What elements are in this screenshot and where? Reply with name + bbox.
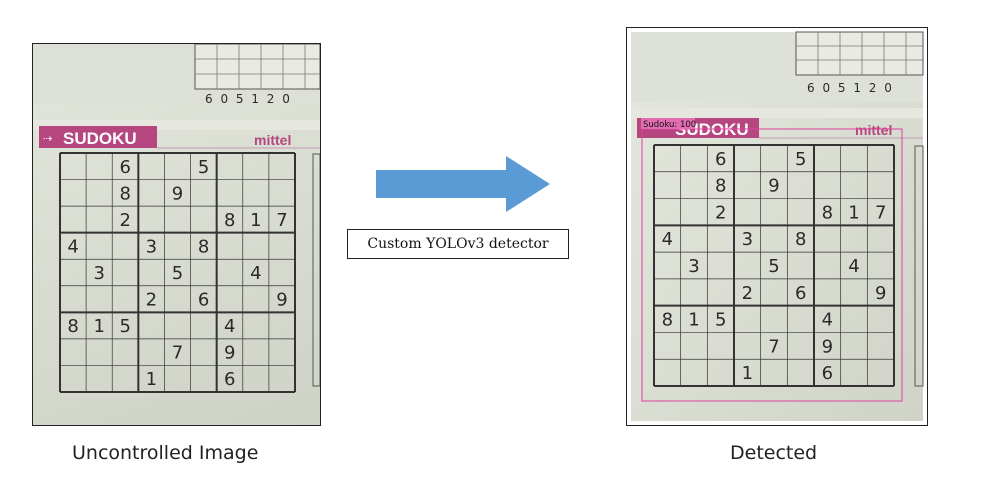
sudoku-digit: 8 <box>822 202 833 223</box>
sudoku-digit: 9 <box>768 176 779 197</box>
sudoku-digit: 6 <box>224 369 235 390</box>
brand-name: mittel <box>254 132 291 148</box>
sudoku-digit: 4 <box>848 256 859 277</box>
sudoku-digit: 7 <box>875 202 886 223</box>
sudoku-digit: 4 <box>250 263 261 284</box>
sudoku-digit: 9 <box>276 290 287 311</box>
sudoku-digit: 1 <box>688 310 699 331</box>
sudoku-digit: 6 <box>120 157 131 178</box>
detector-label: Custom YOLOv3 detector <box>347 229 569 259</box>
sudoku-digit: 9 <box>224 343 235 364</box>
detection-label: Sudoku: 100 <box>643 120 696 130</box>
sudoku-digit: 8 <box>224 210 235 231</box>
sudoku-digit: 3 <box>688 256 699 277</box>
sudoku-digit: 5 <box>120 316 131 337</box>
top-digits: 6 0 5 1 2 0 <box>205 92 292 106</box>
sudoku-digit: 7 <box>276 210 287 231</box>
sudoku-digit: 2 <box>120 210 131 231</box>
sudoku-digit: 4 <box>224 316 235 337</box>
sudoku-digit: 5 <box>715 310 726 331</box>
sudoku-digit: 2 <box>742 283 753 304</box>
sudoku-digit: 5 <box>172 263 183 284</box>
sudoku-digit: 8 <box>67 316 78 337</box>
sudoku-digit: 3 <box>146 236 157 257</box>
sudoku-digit: 8 <box>662 310 673 331</box>
sudoku-digit: 5 <box>768 256 779 277</box>
sudoku-digit: 5 <box>795 149 806 170</box>
sudoku-banner <box>39 126 157 148</box>
sudoku-digit: 1 <box>146 369 157 390</box>
detected-image-drawing: 6 0 5 1 2 0 SUDOKU mittel 6 58 92 8 1 74 3 83 5 4… <box>631 31 924 421</box>
top-puzzle-gridlines <box>796 32 923 75</box>
sudoku-digit: 2 <box>146 290 157 311</box>
sudoku-grid: 6 58 92 8 1 74 3 83 5 42 6 98 1 5 47 91 6 <box>653 144 895 387</box>
sudoku-digit: 6 <box>822 363 833 384</box>
uncontrolled-image-caption: Uncontrolled Image <box>72 442 259 464</box>
top-puzzle-gridlines <box>195 44 320 89</box>
sudoku-digit: 5 <box>198 157 209 178</box>
sudoku-digit: 8 <box>198 236 209 257</box>
sudoku-digit: 9 <box>822 336 833 357</box>
sudoku-digit: 6 <box>795 283 806 304</box>
sudoku-digit: 1 <box>93 316 104 337</box>
sudoku-digit: 1 <box>250 210 261 231</box>
sudoku-digit: 6 <box>715 149 726 170</box>
sudoku-digit: 1 <box>848 202 859 223</box>
detection-label-background <box>641 118 695 129</box>
sudoku-digit: 4 <box>822 310 833 331</box>
sudoku-digit: 9 <box>172 183 183 204</box>
sudoku-digit: 8 <box>715 176 726 197</box>
sudoku-grid: 6 58 92 8 1 74 3 83 5 42 6 98 1 5 47 91 6 <box>59 152 296 393</box>
detection-bounding-box <box>641 128 903 402</box>
sudoku-digit: 9 <box>875 283 886 304</box>
banner-arrow: ⇢ <box>43 132 52 145</box>
sudoku-digit: 3 <box>742 229 753 250</box>
sudoku-digit: 4 <box>662 229 673 250</box>
right-arrow-icon <box>376 156 550 212</box>
sudoku-digit: 7 <box>768 336 779 357</box>
detected-image-caption: Detected <box>730 442 818 464</box>
sudoku-digit: 6 <box>198 290 209 311</box>
sudoku-digit: 7 <box>172 343 183 364</box>
sudoku-digit: 2 <box>715 202 726 223</box>
uncontrolled-image-drawing: 6 0 5 1 2 0 ⇢ SUDOKU mittel 6 58 92 8 1 74 3 83… <box>33 44 320 393</box>
banner-title: SUDOKU <box>63 129 137 148</box>
sudoku-digit: 1 <box>742 363 753 384</box>
sudoku-digit: 3 <box>93 263 104 284</box>
sudoku-digit: 8 <box>120 183 131 204</box>
sudoku-digit: 4 <box>67 236 78 257</box>
brand-name: mittel <box>855 122 892 138</box>
top-digits: 6 0 5 1 2 0 <box>807 81 894 95</box>
sudoku-digit: 8 <box>795 229 806 250</box>
